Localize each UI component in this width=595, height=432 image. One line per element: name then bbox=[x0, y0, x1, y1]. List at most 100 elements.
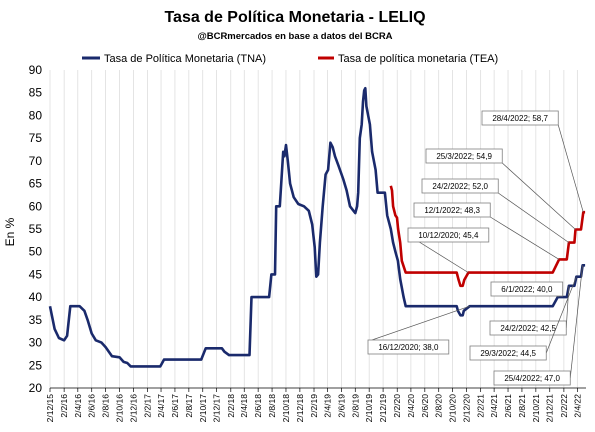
x-tick-label: 2/4/17 bbox=[156, 394, 166, 418]
annotation-leader bbox=[502, 162, 576, 230]
y-tick-label: 75 bbox=[29, 131, 43, 145]
annotation-box bbox=[413, 202, 491, 218]
annotation-box bbox=[481, 110, 559, 126]
annotation-label: 24/2/2022; 42,5 bbox=[500, 324, 556, 333]
annotation-leader bbox=[371, 305, 470, 341]
annotation-callout: 6/1/2022; 40,0 bbox=[490, 281, 564, 297]
x-tick-label: 2/8/20 bbox=[434, 394, 444, 418]
x-tick-label: 2/12/19 bbox=[378, 394, 388, 423]
annotation-callout: 25/4/2022; 47,0 bbox=[493, 370, 571, 386]
x-tick-label: 2/6/18 bbox=[253, 394, 263, 418]
x-tick-label: 2/12/16 bbox=[128, 394, 138, 423]
chart-subtitle: @BCRmercados en base a datos del BCRA bbox=[197, 31, 392, 42]
annotation-callout: 12/1/2022; 48,3 bbox=[413, 202, 491, 218]
x-tick-label: 2/4/20 bbox=[406, 394, 416, 418]
annotation-label: 10/12/2020; 45,4 bbox=[418, 231, 479, 240]
y-tick-label: 60 bbox=[29, 199, 43, 213]
y-tick-label: 30 bbox=[29, 336, 43, 350]
x-tick-label: 2/12/18 bbox=[295, 394, 305, 423]
annotation-leader bbox=[545, 276, 577, 354]
x-tick-label: 2/8/17 bbox=[184, 394, 194, 418]
annotation-callout: 29/3/2022; 44,5 bbox=[469, 345, 547, 361]
x-axis-ticks: 2/12/15 2/2/16 2/4/16 2/6/16 2/8/16 2/10/16 2/… bbox=[45, 388, 582, 422]
annotation-callout: 25/3/2022; 54,9 bbox=[425, 148, 503, 164]
legend-label-tna: Tasa de Política Monetaria (TNA) bbox=[104, 53, 266, 65]
annotation-callout: 24/2/2022; 42,5 bbox=[489, 320, 567, 336]
x-tick-label: 2/6/21 bbox=[503, 394, 513, 418]
annotation-box bbox=[490, 281, 564, 297]
annotation-label: 28/4/2022; 58,7 bbox=[492, 114, 548, 123]
annotation-label: 24/2/2022; 52,0 bbox=[432, 182, 488, 191]
x-tick-label: 2/6/19 bbox=[336, 394, 346, 418]
y-tick-label: 90 bbox=[29, 63, 43, 77]
legend-label-tea: Tasa de política monetaria (TEA) bbox=[338, 53, 498, 65]
y-tick-label: 45 bbox=[29, 267, 43, 281]
chart-title: Tasa de Política Monetaria - LELIQ bbox=[164, 9, 425, 26]
x-tick-label: 2/2/17 bbox=[143, 394, 153, 418]
x-tick-label: 2/2/16 bbox=[59, 394, 69, 418]
x-tick-label: 2/6/17 bbox=[170, 394, 180, 418]
series-line-tna bbox=[48, 86, 586, 368]
x-tick-label: 2/12/17 bbox=[212, 394, 222, 423]
x-tick-label: 2/2/22 bbox=[559, 394, 569, 418]
x-tick-label: 2/10/17 bbox=[198, 394, 208, 423]
annotation-callout: 24/2/2022; 52,0 bbox=[421, 178, 499, 194]
annotation-leader bbox=[498, 192, 570, 243]
series-line-tea bbox=[389, 185, 586, 288]
x-tick-label: 2/6/20 bbox=[420, 394, 430, 418]
x-tick-label: 2/2/21 bbox=[476, 394, 486, 418]
annotation-leader bbox=[565, 285, 570, 329]
y-tick-label: 65 bbox=[29, 177, 43, 191]
y-tick-label: 50 bbox=[29, 245, 43, 259]
annotation-leader bbox=[490, 216, 560, 260]
x-tick-label: 2/2/20 bbox=[392, 394, 402, 418]
annotation-box bbox=[425, 148, 503, 164]
annotation-box bbox=[407, 227, 490, 243]
annotation-label: 25/4/2022; 47,0 bbox=[504, 374, 560, 383]
x-tick-label: 2/10/21 bbox=[531, 394, 541, 423]
series-lines bbox=[48, 86, 586, 368]
x-tick-label: 2/8/16 bbox=[101, 394, 111, 418]
y-tick-label: 85 bbox=[29, 86, 43, 100]
annotation-box bbox=[469, 345, 547, 361]
x-tick-label: 2/2/18 bbox=[226, 394, 236, 418]
annotation-box bbox=[489, 320, 567, 336]
annotation-leader bbox=[569, 265, 583, 379]
x-tick-label: 2/8/21 bbox=[517, 394, 527, 418]
annotation-callout: 28/4/2022; 58,7 bbox=[481, 110, 559, 126]
x-tick-label: 2/2/19 bbox=[309, 394, 319, 418]
annotation-box bbox=[367, 339, 450, 355]
x-tick-label: 2/4/22 bbox=[572, 394, 582, 418]
annotation-callout: 10/12/2020; 45,4 bbox=[407, 227, 490, 243]
x-tick-label: 2/10/18 bbox=[281, 394, 291, 423]
y-axis-label: En % bbox=[3, 217, 17, 246]
annotation-callout: 16/12/2020; 38,0 bbox=[367, 339, 450, 355]
x-tick-label: 2/12/15 bbox=[45, 394, 55, 423]
y-tick-label: 70 bbox=[29, 154, 43, 168]
annotations: 28/4/2022; 58,7 25/3/2022; 54,9 24/2/2022;… bbox=[367, 110, 584, 386]
y-tick-label: 20 bbox=[29, 381, 43, 395]
y-tick-label: 80 bbox=[29, 108, 43, 122]
x-tick-label: 2/4/16 bbox=[73, 394, 83, 418]
y-axis-ticks: 20 25 30 35 40 45 50 55 60 65 70 75 80 85 90 bbox=[29, 63, 43, 395]
x-tick-label: 2/10/16 bbox=[115, 394, 125, 423]
x-tick-label: 2/8/19 bbox=[350, 394, 360, 418]
x-tick-label: 2/12/20 bbox=[462, 394, 472, 423]
annotation-label: 16/12/2020; 38,0 bbox=[378, 343, 439, 352]
annotation-label: 12/1/2022; 48,3 bbox=[424, 206, 480, 215]
x-tick-label: 2/12/21 bbox=[545, 394, 555, 423]
x-tick-label: 2/8/18 bbox=[267, 394, 277, 418]
x-tick-label: 2/4/18 bbox=[239, 394, 249, 418]
annotation-box bbox=[493, 370, 571, 386]
y-tick-label: 25 bbox=[29, 358, 43, 372]
x-tick-label: 2/10/20 bbox=[448, 394, 458, 423]
annotation-label: 25/3/2022; 54,9 bbox=[436, 152, 492, 161]
annotation-box bbox=[421, 178, 499, 194]
legend: Tasa de Política Monetaria (TNA) Tasa de… bbox=[82, 53, 498, 65]
x-tick-label: 2/4/19 bbox=[322, 394, 332, 418]
x-tick-label: 2/4/21 bbox=[489, 394, 499, 418]
x-tick-label: 2/6/16 bbox=[87, 394, 97, 418]
y-tick-label: 40 bbox=[29, 290, 43, 304]
y-tick-label: 55 bbox=[29, 222, 43, 236]
